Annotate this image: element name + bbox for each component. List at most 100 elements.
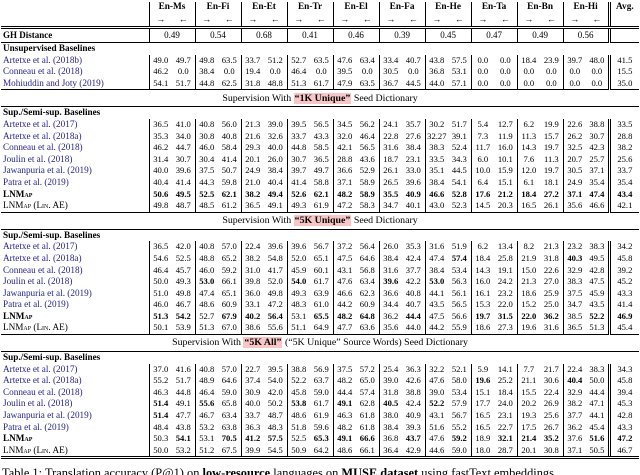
avg-score: 46.9 xyxy=(607,310,640,323)
score-value: 38.4 xyxy=(194,66,218,78)
score-value: 47.5 xyxy=(332,252,357,265)
score-value: 53.1 xyxy=(286,310,311,323)
score-value: 51.4 xyxy=(148,398,172,411)
score-value: 22.4 xyxy=(240,241,265,253)
score-value: 49.3 xyxy=(175,276,191,287)
score-value: 21.9 xyxy=(516,252,541,265)
score-value: 47.4 xyxy=(194,287,218,300)
score-value: 59.2 xyxy=(451,433,467,444)
score-value: 38.6 xyxy=(240,322,265,336)
avg-score: 47.2 xyxy=(607,433,640,445)
score-value: 55.2 xyxy=(148,375,172,387)
score-value: 54.6 xyxy=(148,252,172,265)
score-value: 43.6 xyxy=(359,153,375,164)
citation-link[interactable]: Conneau et al. (2018) xyxy=(3,142,83,153)
score-value: 31.6 xyxy=(378,142,403,154)
method-row: Conneau et al. (2018) 46.2 0.0 38.4 0.0 19.4 0… xyxy=(1,66,640,78)
citation-link[interactable]: Artetxe et al. (2018b) xyxy=(3,54,83,65)
score-value: 52.1 xyxy=(451,363,467,374)
citation-link[interactable]: Joulin et al. (2018) xyxy=(3,276,73,287)
score-value: 46.3 xyxy=(332,410,357,422)
score-value: 63.4 xyxy=(221,410,237,421)
citation-link[interactable]: Jawanpuria et al. (2019) xyxy=(3,165,92,176)
citation-link[interactable]: Artetxe et al. (2018a) xyxy=(3,252,82,263)
citation-link[interactable]: Artetxe et al. (2017) xyxy=(3,118,78,129)
score-value: 49.3 xyxy=(286,287,311,300)
citation-link[interactable]: Artetxe et al. (2018a) xyxy=(3,130,82,141)
score-value: 38.3 xyxy=(589,363,605,374)
score-value: 18.4 xyxy=(516,188,541,201)
gh-distance-row: GH Distance 0.49 0.54 0.68 0.41 0.46 0.39 0.45 0… xyxy=(1,27,640,43)
score-value: 36.2 xyxy=(562,421,587,434)
arrow-right-icon: → xyxy=(516,14,541,29)
score-value: 47.2 xyxy=(332,200,357,213)
citation-link[interactable]: Jawanpuria et al. (2019) xyxy=(3,287,92,298)
score-value: 37.5 xyxy=(194,165,218,177)
citation-link[interactable]: Artetxe et al. (2017) xyxy=(3,241,78,252)
score-value: 44.3 xyxy=(194,176,218,189)
citation-link[interactable]: Patra et al. (2019) xyxy=(3,176,69,187)
group-label-row: Unsupervised Baselines xyxy=(1,43,639,55)
score-value: 40.8 xyxy=(405,287,421,298)
score-value: 0.0 xyxy=(540,77,564,91)
score-value: 0.0 xyxy=(470,66,495,78)
score-value: 44.4 xyxy=(405,310,421,321)
score-value: 11.3 xyxy=(543,153,559,164)
score-value: 42.8 xyxy=(589,264,605,275)
score-value: 65.1 xyxy=(313,252,329,263)
score-value: 20.2 xyxy=(516,398,541,411)
results-table: En-Ms En-Fi En-Et En-Tr En-El En-Fa En-He En-Ta… xyxy=(1,2,640,460)
score-value: 59.2 xyxy=(221,264,237,275)
avg-score: 46.7 xyxy=(607,444,640,460)
avg-score: 34.3 xyxy=(607,363,640,376)
score-value: 32.0 xyxy=(332,130,357,143)
score-value: 34.7 xyxy=(378,200,403,213)
score-value: 54.0 xyxy=(267,375,283,386)
citation-link[interactable]: Artetxe et al. (2017) xyxy=(3,363,78,374)
arrow-left-icon: ← xyxy=(218,14,242,29)
score-value: 31.4 xyxy=(148,153,172,166)
score-value: 21.3 xyxy=(516,276,541,288)
score-value: 46.2 xyxy=(148,66,172,78)
score-value: 52.7 xyxy=(286,54,311,67)
score-value: 39.5 xyxy=(267,363,283,374)
citation-link[interactable]: Joulin et al. (2018) xyxy=(3,398,73,409)
citation-link[interactable]: Jawanpuria et al. (2019) xyxy=(3,410,92,421)
score-value: 42.0 xyxy=(175,241,191,252)
citation-link[interactable]: Conneau et al. (2018) xyxy=(3,66,83,77)
score-value: 25.0 xyxy=(543,299,559,310)
citation-link[interactable]: Mohiuddin and Joty (2019) xyxy=(1,77,149,91)
score-value: 52.5 xyxy=(286,433,311,445)
score-value: 52.3 xyxy=(448,200,472,213)
citation-link[interactable]: Joulin et al. (2018) xyxy=(3,153,73,164)
score-value: 38.5 xyxy=(562,310,587,323)
score-value: 63.5 xyxy=(221,54,237,65)
score-value: 31.8 xyxy=(378,386,403,399)
citation-link[interactable]: Patra et al. (2019) xyxy=(3,421,69,432)
score-value: 46.7 xyxy=(194,410,218,422)
score-value: 6.4 xyxy=(470,176,495,189)
score-value: 33.7 xyxy=(240,54,265,67)
score-value: 23.2 xyxy=(497,287,513,298)
score-value: 44.2 xyxy=(424,322,449,336)
score-value: 50.2 xyxy=(267,398,283,409)
score-value: 40.0 xyxy=(148,165,172,177)
score-value: 36.5 xyxy=(148,118,172,131)
score-value: 56.5 xyxy=(313,118,329,129)
score-value: 26.5 xyxy=(378,176,403,189)
score-value: 40.0 xyxy=(240,398,265,411)
score-value: 61.9 xyxy=(310,200,334,213)
score-value: 54.1 xyxy=(175,433,191,444)
score-value: 24.9 xyxy=(562,176,587,189)
citation-link[interactable]: Artetxe et al. (2018a) xyxy=(3,375,82,386)
citation-link[interactable]: Patra et al. (2019) xyxy=(3,299,69,310)
citation-link[interactable]: Conneau et al. (2018) xyxy=(3,386,83,397)
score-value: 11.3 xyxy=(516,130,541,143)
arrow-right-icon: → xyxy=(240,14,265,29)
score-value: 26.2 xyxy=(562,130,587,143)
citation-link[interactable]: Conneau et al. (2018) xyxy=(3,264,83,275)
score-value: 0.0 xyxy=(562,66,587,78)
score-value: 45.8 xyxy=(286,386,311,399)
score-value: 38.3 xyxy=(424,142,449,154)
score-value: 44.0 xyxy=(424,77,449,91)
